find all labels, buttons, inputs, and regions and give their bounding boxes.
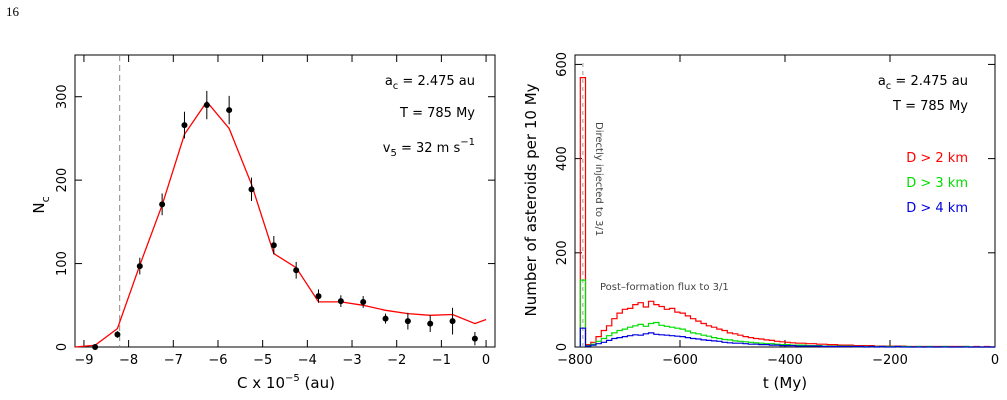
left-annot-v5: v5 = 32 m s−1 — [383, 137, 475, 159]
x-tick-label: −1 — [432, 353, 451, 368]
legend-entry: D > 4 km — [906, 201, 968, 216]
right-annot-ac: ac = 2.475 au — [878, 74, 968, 92]
data-point — [114, 331, 121, 338]
left-chart: −9 −8 −7 −6 −5 −4 −3 −2 −1 0 0 100 200 300 Nc C x 10−… — [30, 54, 496, 392]
right-xlabel: t (My) — [763, 374, 807, 392]
x-tick-label: −2 — [387, 353, 406, 368]
model-line — [74, 100, 487, 348]
x-tick-label: −9 — [74, 353, 93, 368]
data-point — [226, 107, 233, 114]
y-tick-label: 0 — [555, 343, 570, 351]
data-point — [136, 263, 143, 270]
data-point — [92, 344, 99, 350]
y-tick-label: 300 — [55, 84, 70, 109]
data-point — [315, 293, 322, 300]
data-point — [293, 267, 300, 274]
left-annot-T: T = 785 My — [399, 106, 475, 121]
left-ylabel: Nc — [30, 196, 52, 213]
y-tick-label: 100 — [55, 251, 70, 276]
data-point — [203, 102, 210, 109]
left-data-layer — [74, 55, 487, 350]
label-post-formation: Post–formation flux to 3/1 — [600, 282, 729, 293]
y-tick-label: 200 — [555, 240, 570, 265]
data-point — [159, 201, 166, 208]
histogram-series — [579, 327, 995, 348]
right-axes: −800 −600 −400 −200 0 0 200 400 600 — [555, 52, 999, 368]
legend-entry: D > 2 km — [906, 151, 968, 166]
x-tick-label: −600 — [662, 353, 698, 368]
data-point — [248, 186, 255, 193]
y-tick-label: 0 — [55, 343, 70, 351]
data-point — [404, 318, 411, 325]
y-tick-label: 400 — [555, 146, 570, 171]
data-point — [181, 122, 188, 129]
legend-entry: D > 3 km — [906, 176, 968, 191]
right-ylabel: Number of asteroids per 10 My — [522, 83, 540, 316]
right-legend: D > 2 km D > 3 km D > 4 km — [906, 151, 968, 216]
right-annot-T: T = 785 My — [892, 99, 968, 114]
data-point — [427, 320, 434, 327]
y-tick-label: 600 — [555, 52, 570, 77]
label-directly-injected: Directly injected to 3/1 — [593, 122, 604, 236]
x-tick-label: 0 — [482, 353, 490, 368]
data-point — [337, 298, 344, 305]
x-tick-label: −5 — [253, 353, 272, 368]
left-axes: −9 −8 −7 −6 −5 −4 −3 −2 −1 0 0 100 200 300 — [55, 55, 495, 368]
data-point — [382, 315, 389, 322]
right-data-layer — [579, 63, 995, 348]
right-chart: −800 −600 −400 −200 0 0 200 400 600 Number of as… — [522, 52, 999, 392]
x-tick-label: −3 — [342, 353, 361, 368]
left-xlabel: C x 10−5 (au) — [237, 373, 335, 392]
x-tick-label: −8 — [119, 353, 138, 368]
data-point — [471, 335, 478, 342]
x-tick-label: −200 — [872, 353, 908, 368]
data-point — [270, 242, 277, 249]
x-tick-label: −800 — [557, 353, 593, 368]
x-tick-label: −7 — [164, 353, 183, 368]
data-point — [449, 318, 456, 325]
x-tick-label: −4 — [298, 353, 317, 368]
x-tick-label: −400 — [767, 353, 803, 368]
x-tick-label: −6 — [208, 353, 227, 368]
page-number: 16 — [6, 4, 19, 19]
left-plot-frame — [74, 54, 496, 348]
x-tick-label: 0 — [991, 353, 999, 368]
data-point — [360, 298, 367, 305]
left-annot-ac: ac = 2.475 au — [385, 74, 475, 92]
y-tick-label: 200 — [55, 168, 70, 193]
